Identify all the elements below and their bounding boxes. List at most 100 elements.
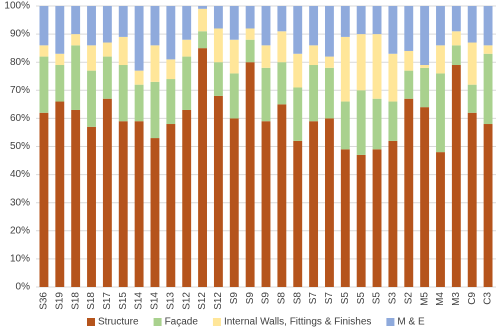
x-tick-label: S5 <box>372 292 383 305</box>
bar-segment <box>198 31 207 49</box>
bar-segment <box>118 36 128 66</box>
y-tick-label: 60% <box>10 113 30 124</box>
bar-segment <box>372 98 382 150</box>
bar-segment <box>102 98 112 287</box>
x-tick-label: S9 <box>261 292 272 305</box>
y-tick-label: 100% <box>4 1 30 12</box>
bar-segment <box>340 149 350 287</box>
bar-segment <box>150 6 160 46</box>
bar-segment <box>182 109 192 287</box>
bar-segment <box>102 6 112 43</box>
bar-segment <box>261 67 271 122</box>
bar-segment <box>309 65 319 122</box>
bar-segment <box>182 6 192 40</box>
bar-segment <box>451 31 461 46</box>
y-tick-label: 30% <box>10 197 30 208</box>
y-tick-label: 40% <box>10 169 30 180</box>
bar-segment <box>404 6 414 51</box>
bar-segment <box>325 67 334 119</box>
x-tick-label: M5 <box>419 292 430 306</box>
bar-segment <box>166 79 176 125</box>
bar-segment <box>71 45 81 110</box>
bar-segment <box>372 149 382 287</box>
x-tick-label: S13 <box>165 292 176 310</box>
x-tick-label: S36 <box>39 292 50 310</box>
bar-segment <box>467 112 477 287</box>
bar-segment <box>309 6 319 46</box>
x-tick-label: S14 <box>134 292 145 310</box>
bar-segment <box>483 53 493 125</box>
bar-segment <box>150 45 160 82</box>
bar-segment <box>118 65 128 122</box>
bar-segment <box>166 6 176 60</box>
x-tick-label: S12 <box>181 292 192 310</box>
x-tick-label: S5 <box>356 292 367 305</box>
legend-swatch <box>153 318 162 326</box>
bar-segment <box>166 59 176 80</box>
bar-segment <box>420 6 430 66</box>
bar-segment <box>356 6 366 35</box>
bar-segment <box>451 65 461 287</box>
bar-segment <box>340 101 350 150</box>
bar-segment <box>118 6 128 37</box>
legend-label: M & E <box>397 317 425 328</box>
bar-segment <box>55 6 65 54</box>
x-tick-label: S12 <box>197 292 208 310</box>
bar-segment <box>71 34 81 46</box>
y-tick-label: 80% <box>10 57 30 68</box>
bar-segment <box>261 45 271 68</box>
bar-segment <box>388 101 398 141</box>
bar-segment <box>277 6 287 32</box>
x-tick-label: S9 <box>245 292 256 305</box>
x-tick-label: S19 <box>54 292 65 310</box>
bar-segment <box>372 6 382 35</box>
bar-segment <box>55 53 65 66</box>
bar-segment <box>150 138 160 287</box>
x-tick-label: S8 <box>277 292 288 305</box>
x-tick-label: S14 <box>150 292 161 310</box>
bar-segment <box>436 6 445 46</box>
x-tick-label: S17 <box>102 292 113 310</box>
bar-segment <box>198 6 207 9</box>
bar-segment <box>166 124 176 288</box>
bar-segment <box>87 70 96 127</box>
legend-label: Façade <box>165 317 199 328</box>
bar-segment <box>420 67 430 108</box>
bar-segment <box>229 6 239 40</box>
bar-segment <box>483 124 493 288</box>
x-tick-label: M4 <box>435 292 446 306</box>
bar-segment <box>198 48 207 288</box>
x-tick-label: S9 <box>229 292 240 305</box>
bar-segment <box>293 6 303 54</box>
x-tick-label: S8 <box>292 292 303 305</box>
bar-segment <box>39 112 49 287</box>
bar-segment <box>436 45 445 74</box>
bar-segment <box>293 53 303 88</box>
bar-segment <box>277 31 287 63</box>
bar-segment <box>71 6 81 35</box>
bar-segment <box>404 70 414 99</box>
bar-segment <box>134 84 144 122</box>
x-tick-label: M3 <box>451 292 462 306</box>
bar-segment <box>182 39 192 57</box>
bar-segment <box>213 62 223 96</box>
bar-segment <box>213 95 223 287</box>
bar-segment <box>102 56 112 99</box>
bar-segment <box>293 140 303 287</box>
bar-segment <box>39 56 49 113</box>
x-tick-label: S5 <box>340 292 351 305</box>
bar-segment <box>150 81 160 139</box>
x-tick-label: S12 <box>213 292 224 310</box>
bar-segment <box>309 121 319 288</box>
bar-segment <box>213 28 223 63</box>
bar-segment <box>451 6 461 32</box>
x-tick-label: S15 <box>118 292 129 310</box>
y-tick-label: 10% <box>10 254 30 265</box>
x-tick-label: S3 <box>388 292 399 305</box>
bar-segment <box>229 39 239 74</box>
y-tick-label: 50% <box>10 141 30 152</box>
bar-segment <box>356 154 366 287</box>
bar-segment <box>483 6 493 46</box>
x-tick-label: S7 <box>308 292 319 305</box>
